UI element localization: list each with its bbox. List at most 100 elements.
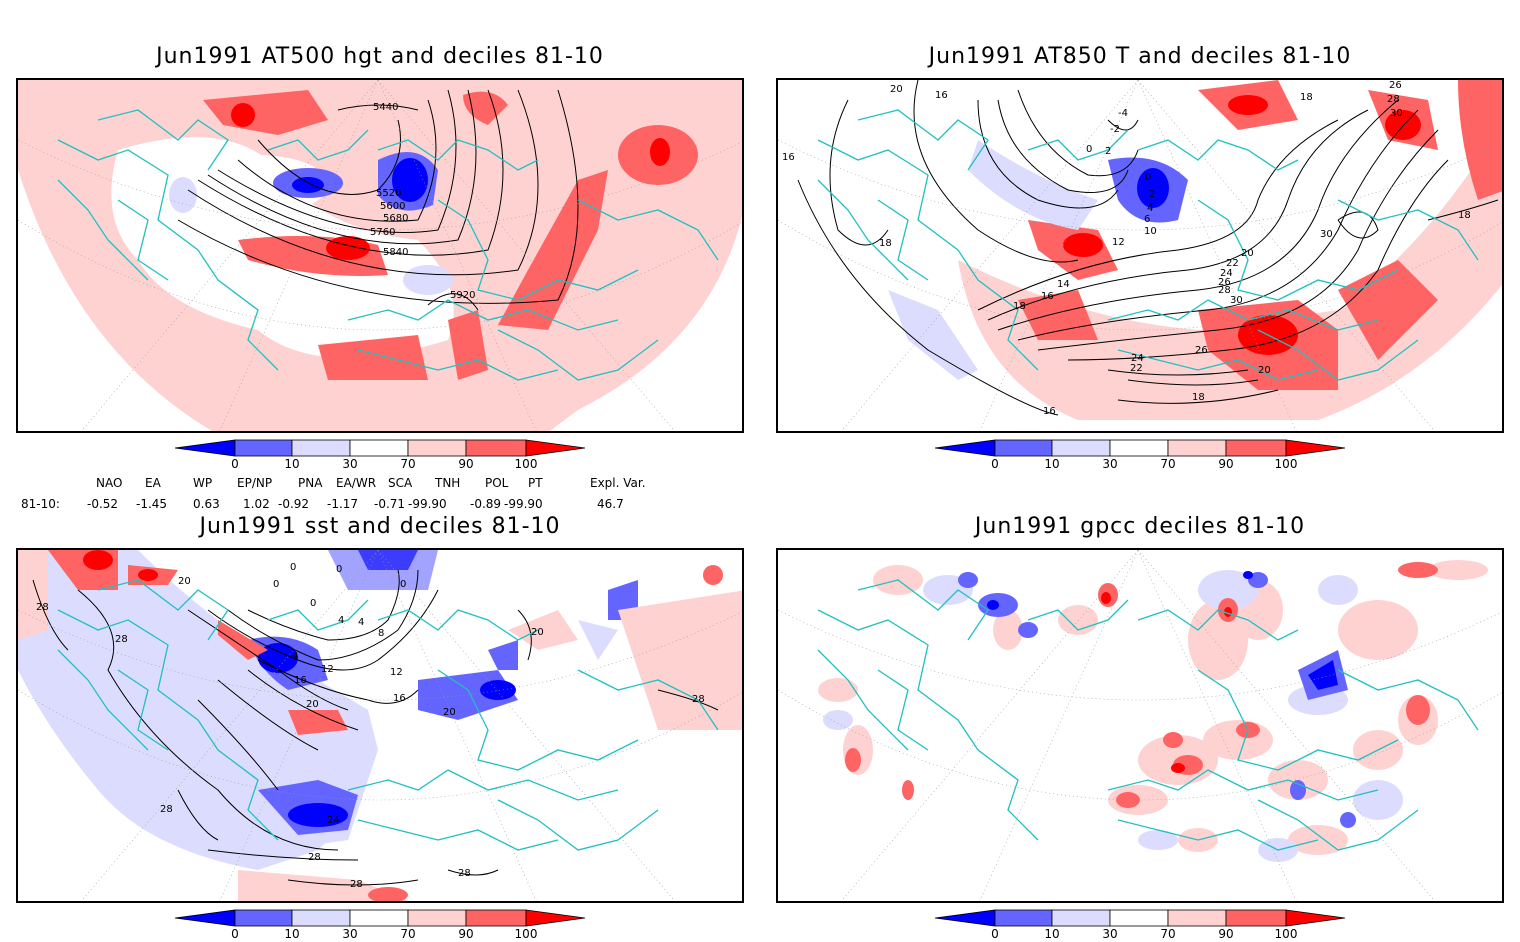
contour-label: 28 xyxy=(692,694,705,705)
contour-label: 26 xyxy=(1218,277,1231,288)
title-sst: Jun1991 sst and deciles 81-10 xyxy=(199,514,561,539)
contour-label: -2 xyxy=(1110,124,1120,135)
colorbar-tick-label: 10 xyxy=(1044,457,1059,471)
map-panel-gpcc xyxy=(776,548,1504,903)
colorbar-segment xyxy=(1225,439,1287,457)
contour-label: 28 xyxy=(350,879,363,890)
contour-label: 0 xyxy=(273,579,279,590)
contour-label: 12 xyxy=(390,667,403,678)
contour-label: 28 xyxy=(160,804,173,815)
contour-label: 2 xyxy=(1105,146,1111,157)
colorbar-tick-label: 70 xyxy=(400,927,415,941)
title-gpcc: Jun1991 gpcc deciles 81-10 xyxy=(974,514,1306,539)
contour-label: 24 xyxy=(327,815,340,826)
colorbar-segment xyxy=(1051,439,1111,457)
colorbar-segment xyxy=(934,439,996,457)
colorbar-tick-label: 0 xyxy=(231,457,239,471)
contour-label: 5920 xyxy=(450,290,475,301)
contour-label: 30 xyxy=(1230,295,1243,306)
colorbar-tick-label: 70 xyxy=(400,457,415,471)
contour-label: 10 xyxy=(1144,226,1157,237)
colorbar-segment xyxy=(994,439,1053,457)
contour-label: 5600 xyxy=(380,201,405,212)
colorbar-tick-label: 100 xyxy=(515,457,538,471)
contour-label: 20 xyxy=(531,627,544,638)
colorbar-segment xyxy=(934,909,996,927)
contour-label: 30 xyxy=(1320,229,1333,240)
contour-label: 0 xyxy=(1086,144,1092,155)
index-value: 1.02 xyxy=(243,497,270,511)
contour-label: 0 xyxy=(290,562,296,573)
colorbar-tick-label: 90 xyxy=(458,927,473,941)
colorbar-segment xyxy=(1109,909,1169,927)
colorbar-segment xyxy=(174,439,236,457)
index-value: -1.17 xyxy=(327,497,359,511)
colorbar-segment xyxy=(525,439,586,457)
contour-label: 4 xyxy=(292,651,298,662)
contour-label: 22 xyxy=(1130,363,1143,374)
contour-label: 20 xyxy=(1258,365,1271,376)
map-panel-t850: 20 16 16 -4 -2 0 2 0 2 4 6 10 12 14 16 1… xyxy=(776,78,1504,433)
index-value: -99.90 xyxy=(408,497,447,511)
index-row-label: 81-10: xyxy=(21,497,60,511)
colorbar-tick-label: 0 xyxy=(231,927,239,941)
colorbar-tick-label: 90 xyxy=(1218,927,1233,941)
contour-label: -4 xyxy=(1118,108,1128,119)
colorbar-tick-label: 90 xyxy=(458,457,473,471)
colorbar-segment xyxy=(349,439,409,457)
contour-label: 28 xyxy=(36,602,49,613)
colorbar-segment xyxy=(1167,909,1227,927)
contour-label: 0 xyxy=(400,579,406,590)
contour-label: 14 xyxy=(1057,279,1070,290)
colorbar-segment xyxy=(1167,439,1227,457)
map-panel-hgt: 5440 5520 5600 5680 5760 5840 5920 xyxy=(16,78,744,433)
contour-label: 18 xyxy=(879,238,892,249)
contour-label: 5440 xyxy=(373,102,398,113)
colorbar-tick-label: 0 xyxy=(991,927,999,941)
contour-label: 28 xyxy=(458,868,471,879)
index-header: SCA xyxy=(388,476,413,490)
contour-label: 6 xyxy=(1144,214,1150,225)
contour-label: 16 xyxy=(393,693,406,704)
contour-label: 8 xyxy=(378,628,384,639)
contour-label: 16 xyxy=(1041,291,1054,302)
colorbar-tick-label: 0 xyxy=(991,457,999,471)
colorbar-tick-label: 30 xyxy=(1102,927,1117,941)
contour-label: 22 xyxy=(1226,258,1239,269)
contour-label: 0 xyxy=(1145,172,1151,183)
title-hgt: Jun1991 AT500 hgt and deciles 81-10 xyxy=(156,44,604,69)
index-value: -99.90 xyxy=(504,497,543,511)
colorbar-segment xyxy=(1051,909,1111,927)
contour-label: 4 xyxy=(1147,203,1153,214)
contour-label: 18 xyxy=(1458,210,1471,221)
colorbar-segment xyxy=(465,909,527,927)
index-header: TNH xyxy=(435,476,461,490)
index-value: 46.7 xyxy=(597,497,624,511)
colorbar-tick-label: 30 xyxy=(342,457,357,471)
colorbar-segment xyxy=(234,439,293,457)
index-value: 0.63 xyxy=(193,497,220,511)
index-value: -0.92 xyxy=(278,497,310,511)
contour-label: 2 xyxy=(1149,189,1155,200)
index-header: EA xyxy=(145,476,161,490)
colorbar-segment xyxy=(1285,909,1346,927)
map-gpcc-svg xyxy=(778,550,1502,901)
map-sst-svg: 28 28 0 0 0 0 0 4 4 8 4 12 16 20 24 12 1… xyxy=(18,550,742,901)
contour-label: 5520 xyxy=(376,188,401,199)
colorbar-tick-label: 90 xyxy=(1218,457,1233,471)
colorbar-tick-label: 10 xyxy=(1044,927,1059,941)
colorbar-tick-label: 30 xyxy=(1102,457,1117,471)
contour-label: 5760 xyxy=(370,227,395,238)
index-header: EP/NP xyxy=(237,476,273,490)
index-header: POL xyxy=(485,476,509,490)
colorbar-segment xyxy=(407,439,467,457)
contour-label: 0 xyxy=(336,564,342,575)
contour-label: 5680 xyxy=(383,213,408,224)
index-header: EA/WR xyxy=(336,476,377,490)
index-header: Expl. Var. xyxy=(590,476,646,490)
colorbar-t850: 0 10 30 70 90 100 xyxy=(934,439,1346,471)
contour-label: 5840 xyxy=(383,247,408,258)
colorbar-gpcc: 0 10 30 70 90 100 xyxy=(934,909,1346,941)
colorbar-segment xyxy=(465,439,527,457)
contour-label: 20 xyxy=(890,84,903,95)
